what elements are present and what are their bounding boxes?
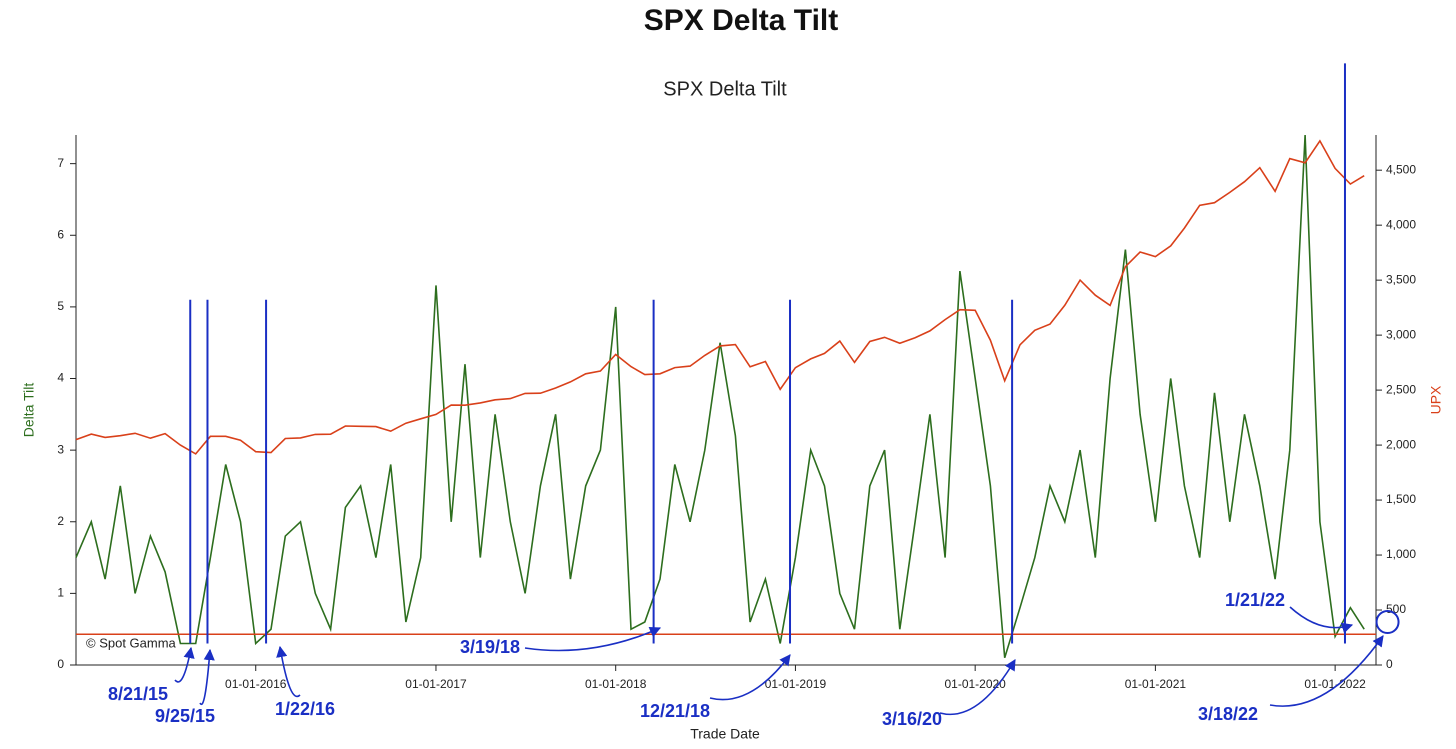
y2-tick-label: 0 — [1386, 657, 1393, 671]
annotation-arrow — [1289, 606, 1354, 634]
annotation-arrow — [709, 654, 791, 701]
series-line — [75, 139, 1365, 455]
x-tick-label: 01-01-2022 — [1304, 677, 1366, 691]
annotation-label: 12/21/18 — [640, 701, 710, 721]
y-tick-label: 0 — [57, 657, 64, 671]
y-tick-label: 5 — [57, 299, 64, 313]
y2-tick-label: 1,000 — [1386, 547, 1416, 561]
y2-tick-label: 2,500 — [1386, 382, 1416, 396]
chart-subtitle: SPX Delta Tilt — [663, 78, 787, 100]
y-axis-label: Delta Tilt — [21, 383, 37, 438]
annotation-label: 3/16/20 — [882, 709, 942, 729]
y2-tick-label: 3,000 — [1386, 327, 1416, 341]
y-tick-label: 3 — [57, 442, 64, 456]
annotation-label: 8/21/15 — [108, 684, 168, 704]
annotation-label: 1/22/16 — [275, 699, 335, 719]
annotation-arrow — [276, 645, 301, 698]
x-tick-label: 01-01-2020 — [944, 677, 1006, 691]
annotation-label: 3/19/18 — [460, 637, 520, 657]
y-tick-label: 4 — [57, 371, 64, 385]
series-line — [75, 134, 1365, 659]
annotation-arrow — [524, 626, 662, 652]
y-tick-label: 1 — [57, 586, 64, 600]
annotation-arrow — [939, 659, 1016, 716]
credit: © Spot Gamma — [86, 635, 177, 650]
y2-tick-label: 3,500 — [1386, 272, 1416, 286]
x-tick-label: 01-01-2016 — [225, 677, 287, 691]
y2-tick-label: 4,000 — [1386, 217, 1416, 231]
x-tick-label: 01-01-2021 — [1125, 677, 1187, 691]
annotation-label: 3/18/22 — [1198, 704, 1258, 724]
y-tick-label: 2 — [57, 514, 64, 528]
y2-tick-label: 1,500 — [1386, 492, 1416, 506]
y-tick-label: 7 — [57, 156, 64, 170]
x-tick-label: 01-01-2019 — [765, 677, 827, 691]
annotation-arrow — [174, 646, 195, 683]
annotation-label: 9/25/15 — [155, 706, 215, 726]
y-tick-label: 6 — [57, 227, 64, 241]
annotation-arrow — [1269, 635, 1384, 707]
annotation-circle — [1375, 610, 1400, 634]
y2-tick-label: 2,000 — [1386, 437, 1416, 451]
x-tick-label: 01-01-2018 — [585, 677, 647, 691]
chart-title: SPX Delta Tilt — [644, 4, 839, 37]
x-tick-label: 01-01-2017 — [405, 677, 467, 691]
y2-axis-label: UPX — [1428, 385, 1444, 414]
x-axis-label: Trade Date — [690, 726, 760, 742]
annotation-arrow — [199, 648, 215, 706]
y2-tick-label: 4,500 — [1386, 162, 1416, 176]
annotation-label: 1/21/22 — [1225, 590, 1285, 610]
axes — [75, 135, 1377, 666]
y2-tick-label: 500 — [1386, 602, 1406, 616]
